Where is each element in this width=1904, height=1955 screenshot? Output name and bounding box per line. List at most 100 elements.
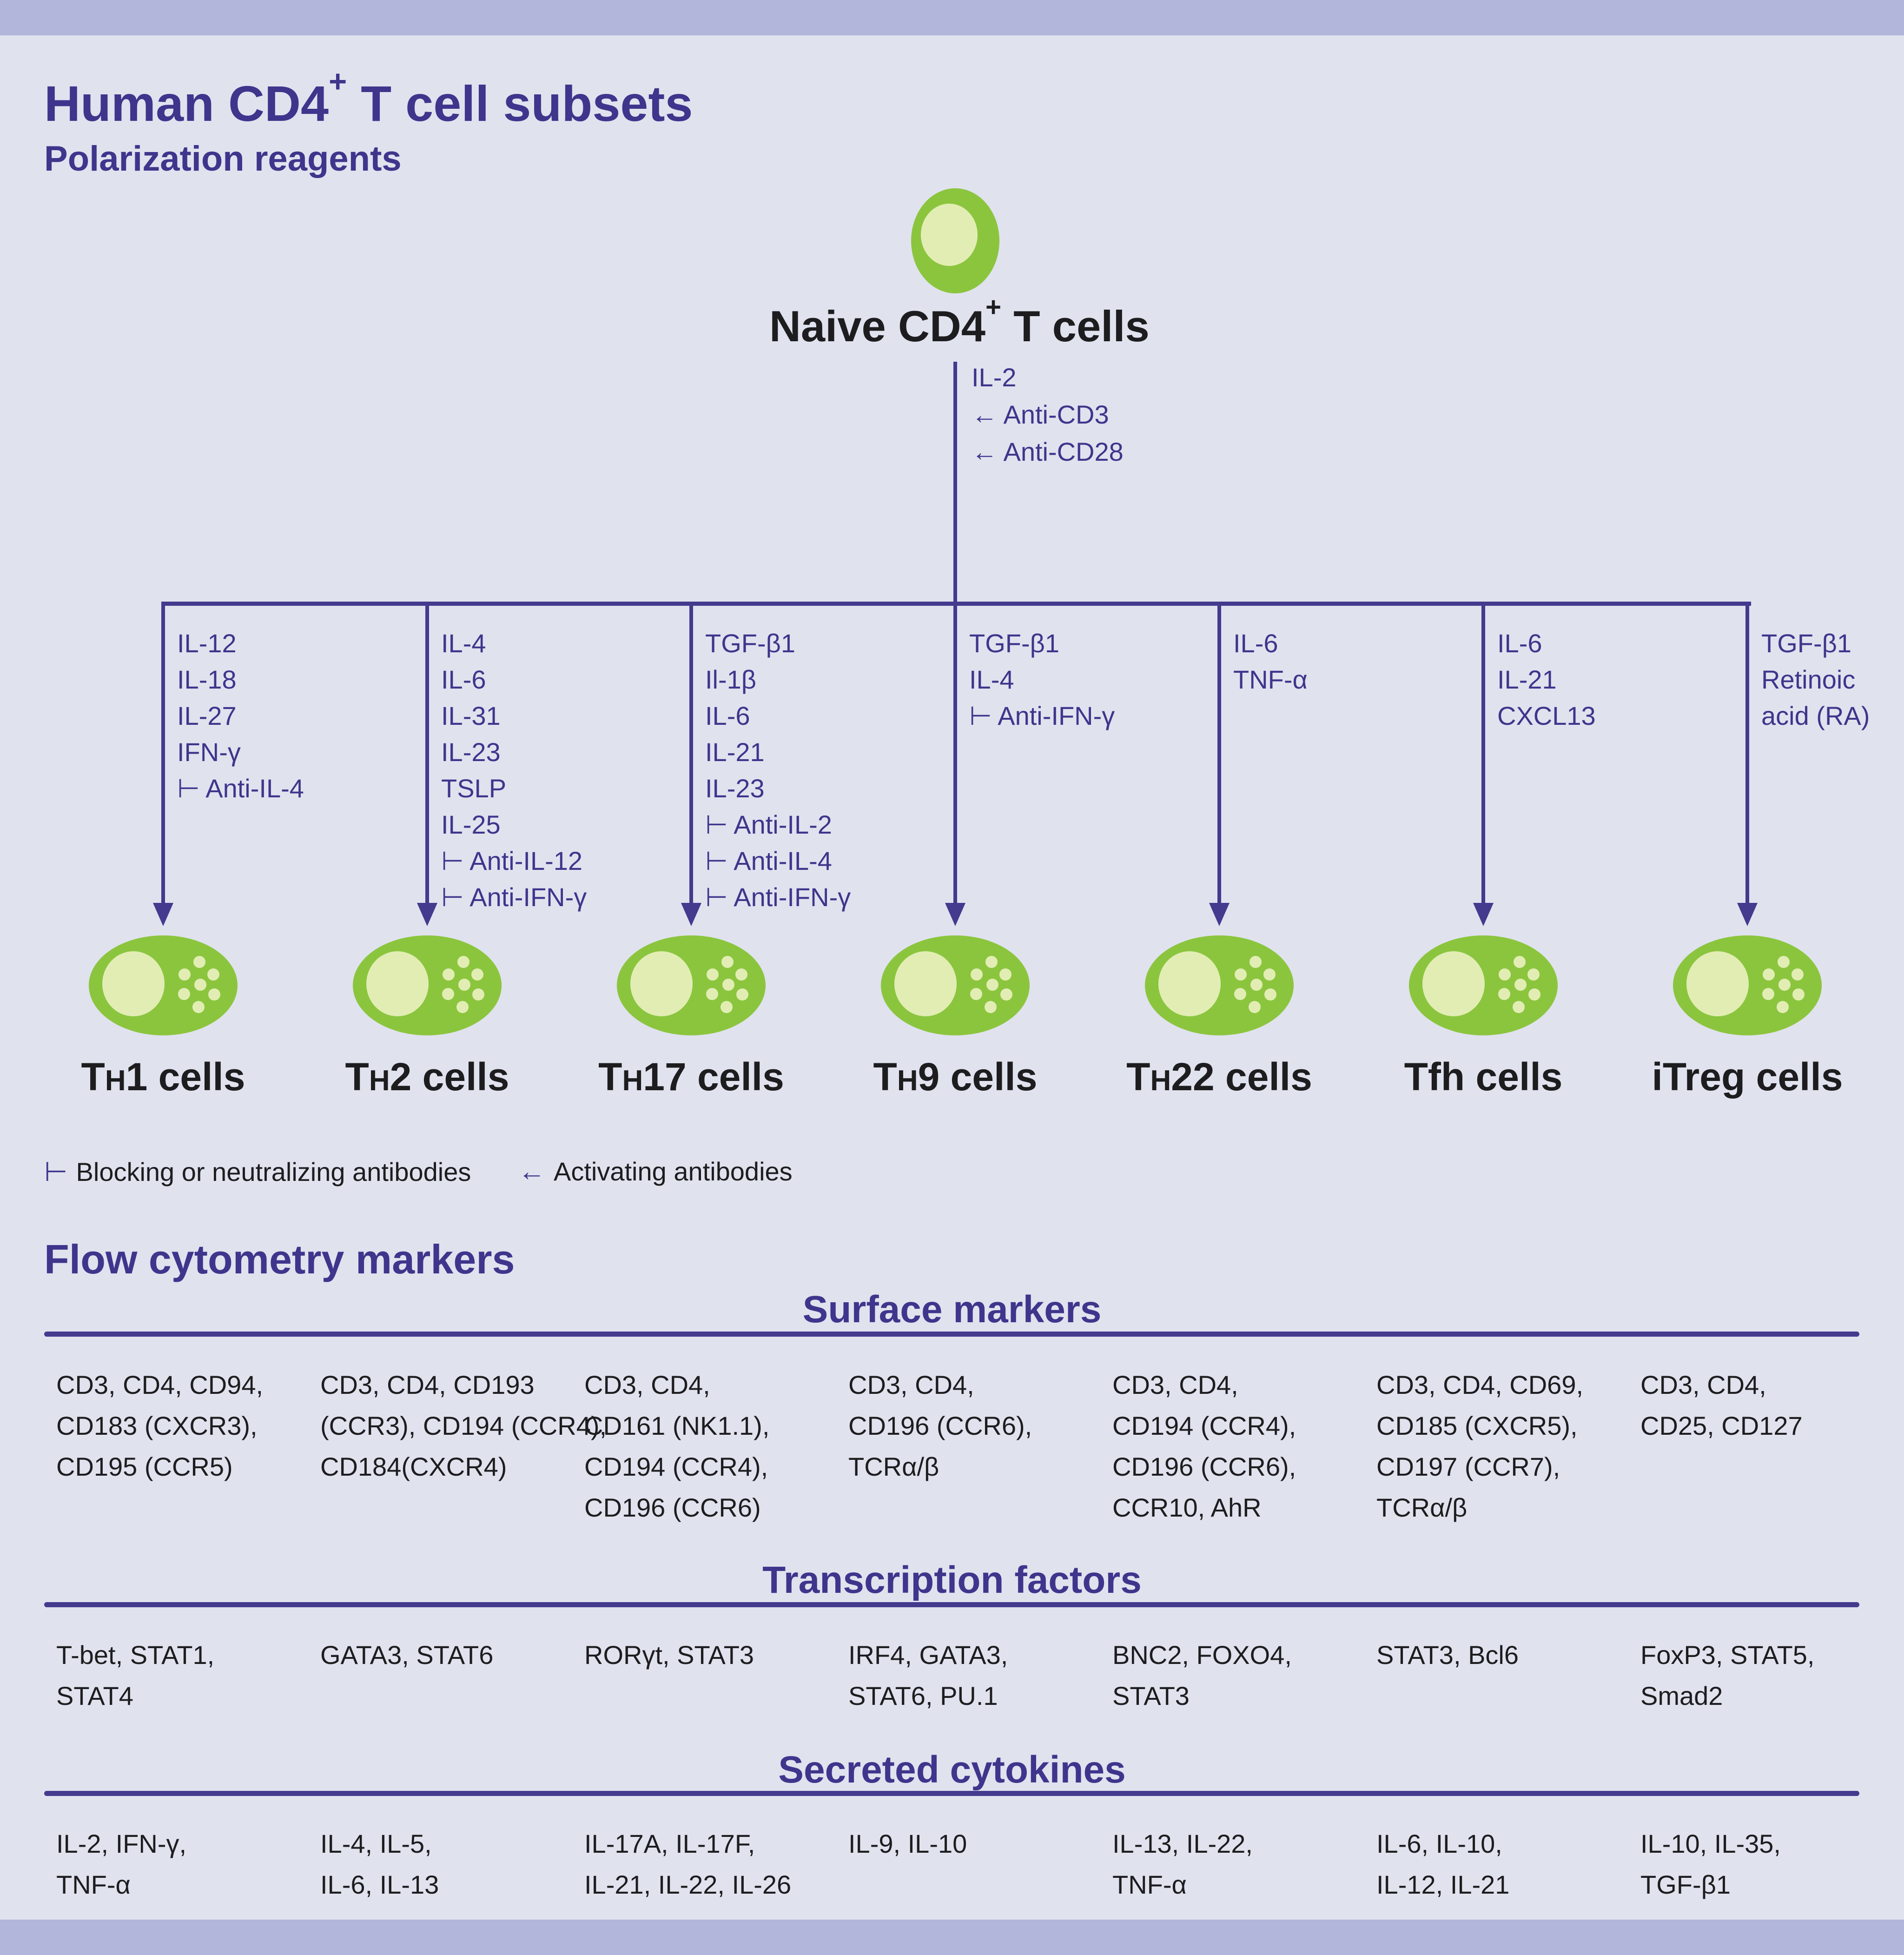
cell-granule-dot [1792, 988, 1805, 1001]
naive-stem-reagents: IL-2 ← Anti-CD3 ← Anti-CD28 [972, 359, 1124, 471]
table-line: CCR10, AhR [1112, 1493, 1262, 1522]
surface-markers-th22: CD3, CD4, CD194 (CCR4), CD196 (CCR6), CCR10… [1112, 1365, 1296, 1528]
table-line: CD161 (NK1.1), [584, 1411, 770, 1440]
cell-granule-dot [193, 956, 205, 968]
reagent-line: IL-6 [1233, 629, 1278, 658]
cell-granule-dot [471, 968, 483, 981]
table-line: RORγt, STAT3 [584, 1640, 754, 1670]
reagent-line: ⊢ Anti-IL-2 [705, 810, 832, 839]
cell-granule-dot [1778, 979, 1791, 991]
reagent-line: ⊢ Anti-IL-4 [177, 774, 304, 803]
naive-stem-line [953, 362, 957, 603]
reagent-line: IL-23 [441, 737, 501, 767]
cell-nucleus [630, 951, 693, 1016]
cell-granule-dot [1528, 988, 1540, 1001]
activating-antibody-icon: ← [518, 1156, 545, 1186]
table-line: CD197 (CCR7), [1376, 1452, 1560, 1481]
cell-granule-dot [1527, 968, 1540, 981]
cell-label-th9: TH9 cells [823, 1054, 1087, 1100]
reagent-line: IL-21 [705, 737, 765, 767]
cell-granule-dot [442, 988, 454, 1000]
cell-granule-dot [1792, 968, 1804, 981]
cell-label-text: H [622, 1065, 643, 1097]
table-line: FoxP3, STAT5, [1640, 1640, 1815, 1670]
arrowhead-icon-th17 [681, 903, 701, 926]
reagent-line: TGF-β1 [705, 629, 795, 658]
surface-markers-th2: CD3, CD4, CD193 (CCR3), CD194 (CCR4), CD18… [320, 1365, 607, 1487]
cell-granule-dot [1264, 988, 1276, 1001]
branch-line-tfh [1481, 603, 1485, 905]
cell-granule-dot [1000, 988, 1012, 1001]
transcription-markers-th9: IRF4, GATA3, STAT6, PU.1 [848, 1635, 1008, 1716]
branch-line-th17 [689, 603, 693, 905]
reagent-line: TGF-β1 [969, 629, 1059, 658]
surface-markers-th9: CD3, CD4, CD196 (CCR6), TCRα/β [848, 1365, 1032, 1487]
cell-label-text: T [873, 1055, 897, 1099]
transcription-factors-heading: Transcription factors [762, 1559, 1142, 1601]
cell-granule-dot [1498, 988, 1510, 1000]
cell-icon-th22 [1145, 935, 1294, 1035]
secreted-markers-th17: IL-17A, IL-17F, IL-21, IL-22, IL-26 [584, 1823, 791, 1905]
cell-granule-dot [1763, 968, 1775, 981]
cell-icon-th1 [89, 935, 238, 1035]
reagent-line: IL-4 [969, 665, 1014, 694]
surface-markers-th17: CD3, CD4, CD161 (NK1.1), CD194 (CCR4), CD19… [584, 1365, 769, 1528]
cell-label-text: 17 cells [643, 1055, 784, 1099]
table-line: STAT6, PU.1 [848, 1681, 998, 1710]
cell-granule-dot [999, 968, 1012, 981]
cell-label-text: 2 cells [390, 1055, 509, 1099]
secreted-markers-tfh: IL-6, IL-10, IL-12, IL-21 [1376, 1823, 1509, 1905]
cell-granule-dot [207, 968, 219, 981]
reagent-line: TGF-β1 [1761, 629, 1851, 658]
transcription-markers-th2: GATA3, STAT6 [320, 1635, 493, 1676]
transcription-markers-th22: BNC2, FOXO4, STAT3 [1112, 1635, 1292, 1716]
transcription-factors-rule [44, 1602, 1859, 1607]
cell-granule-dot [178, 988, 190, 1000]
cell-label-th17: TH17 cells [559, 1054, 823, 1100]
legend-blocking: ⊢ Blocking or neutralizing antibodies [44, 1157, 471, 1187]
reagent-line: Il-1β [705, 665, 757, 694]
reagent-line: TNF-α [1233, 665, 1308, 694]
table-line: CD196 (CCR6), [848, 1411, 1032, 1440]
cell-label-text: H [1150, 1065, 1171, 1097]
cell-granule-dot [1762, 988, 1774, 1000]
secreted-cytokines-rule [44, 1791, 1859, 1796]
cell-granule-dot [986, 979, 998, 991]
cell-nucleus [1158, 951, 1221, 1016]
cell-granule-dot [1777, 1001, 1789, 1013]
table-line: IL-13, IL-22, [1112, 1829, 1253, 1858]
table-line: IL-17A, IL-17F, [584, 1829, 755, 1858]
cell-granule-dot [1263, 968, 1276, 981]
surface-markers-rule [44, 1332, 1859, 1337]
cell-granule-dot [735, 968, 747, 981]
table-line: TGF-β1 [1640, 1870, 1731, 1899]
reagent-line: ⊢ Anti-IFN-γ [441, 882, 587, 912]
reagent-line: ⊢ Anti-IFN-γ [705, 882, 851, 912]
cell-label-text: iTreg cells [1652, 1055, 1843, 1099]
cell-granule-dot [971, 968, 983, 981]
secreted-markers-th1: IL-2, IFN-γ, TNF-α [56, 1823, 186, 1905]
table-line: IL-21, IL-22, IL-26 [584, 1870, 792, 1899]
cell-label-text: T [81, 1055, 105, 1099]
cell-granule-dot [721, 1001, 733, 1013]
table-line: TNF-α [1112, 1870, 1187, 1899]
cell-icon-itreg [1673, 935, 1822, 1035]
table-line: IL-4, IL-5, [320, 1829, 432, 1858]
cell-icon-th2 [353, 935, 502, 1035]
reagent-line: IL-25 [441, 810, 501, 839]
table-line: CD25, CD127 [1640, 1411, 1803, 1440]
table-line: STAT3, Bcl6 [1376, 1640, 1519, 1670]
reagent-line: IL-21 [1497, 665, 1557, 694]
cell-nucleus [366, 951, 429, 1016]
reagent-line: IL-31 [441, 701, 501, 730]
cell-label-text: H [105, 1065, 126, 1097]
table-line: IL-6, IL-10, [1376, 1829, 1502, 1858]
table-line: IL-9, IL-10 [848, 1829, 967, 1858]
cell-icon-th17 [617, 935, 766, 1035]
cell-granule-dot [707, 968, 719, 981]
cell-granule-dot [1514, 956, 1526, 968]
arrowhead-icon-tfh [1473, 903, 1494, 926]
reagent-line: ⊢ Anti-IL-4 [705, 846, 832, 875]
cell-label-text: H [897, 1065, 918, 1097]
